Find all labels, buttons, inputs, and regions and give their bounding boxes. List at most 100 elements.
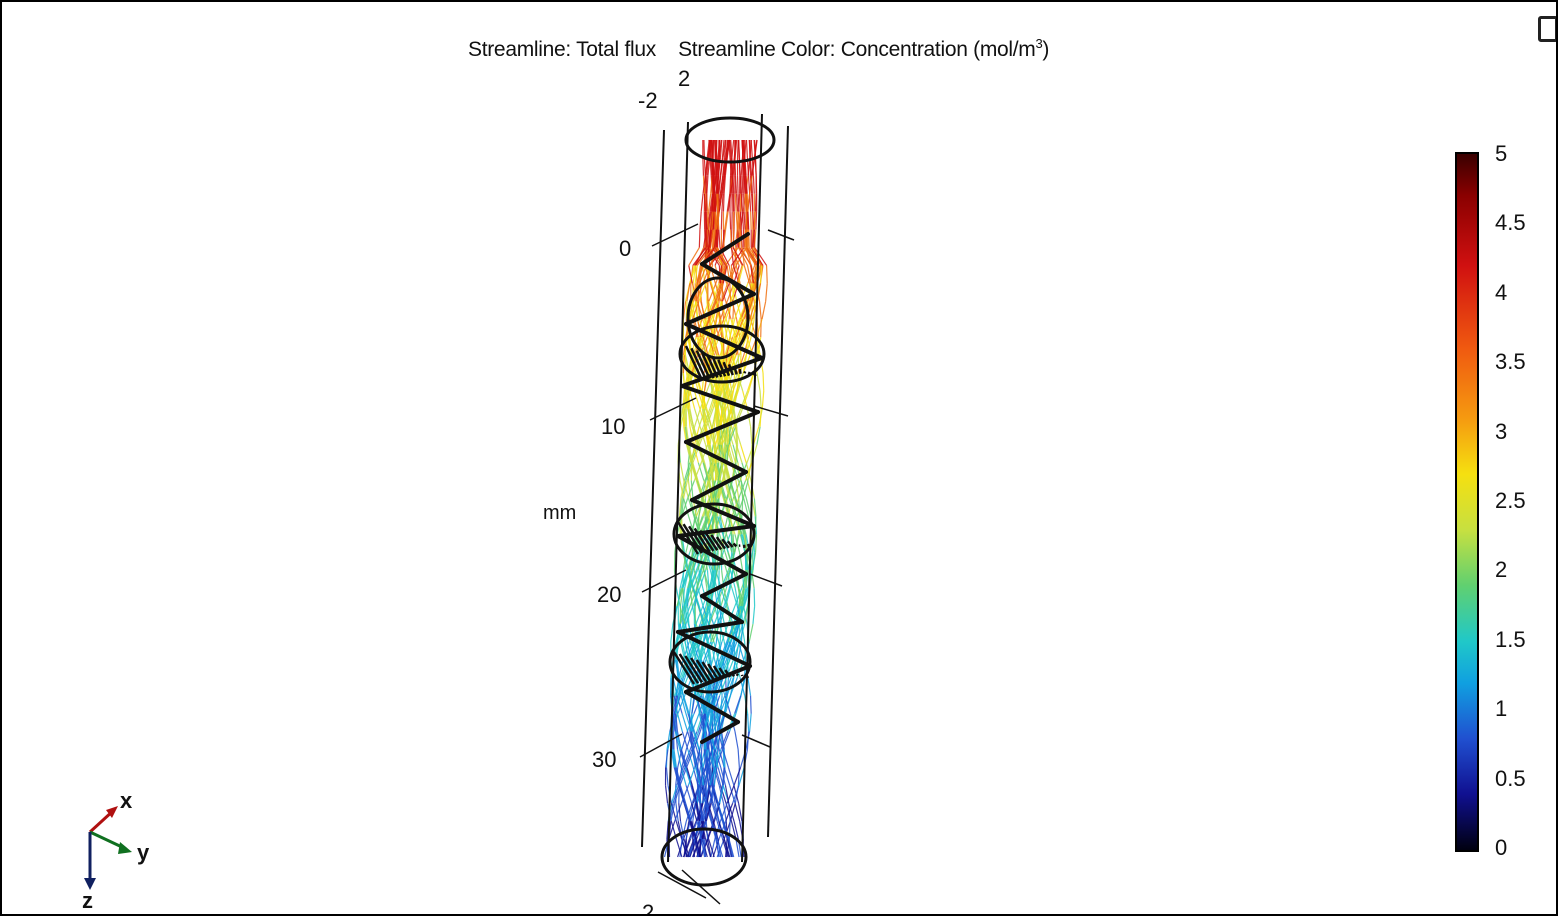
streamline-segment — [676, 587, 683, 607]
streamline-segment — [691, 749, 697, 768]
streamline-segment — [716, 606, 719, 624]
mixer-blade-edge — [684, 292, 756, 326]
streamline-segment — [738, 480, 747, 499]
streamline-segment — [739, 175, 742, 194]
streamline-segment — [699, 803, 706, 822]
streamline-segment — [679, 462, 685, 481]
streamline-segment — [731, 283, 735, 302]
streamline-segment — [746, 731, 750, 750]
colorbar-tick-label: 0.5 — [1495, 765, 1526, 791]
streamline-segment — [708, 785, 714, 804]
streamline-segment — [732, 785, 740, 804]
streamline-segment — [722, 731, 731, 750]
color-legend-bar — [1455, 152, 1479, 852]
tick-z-10: 10 — [601, 414, 626, 439]
streamline-segment — [726, 444, 729, 463]
streamline-segment — [747, 677, 752, 696]
streamline-segment — [723, 623, 730, 643]
mixer-blade-rib — [701, 661, 716, 681]
streamline-segment — [694, 767, 701, 786]
streamline-segment — [754, 157, 757, 176]
streamline-segment — [736, 175, 739, 194]
streamline-segment — [713, 229, 718, 248]
streamline-segment — [694, 408, 701, 427]
mixer-blade-rib — [684, 655, 704, 684]
axis-tick-mark — [767, 229, 795, 241]
mixer-blade-rib — [729, 671, 736, 678]
streamline-segment — [743, 211, 746, 230]
streamline-segment — [724, 337, 731, 356]
streamline-segment — [693, 749, 699, 768]
streamline-segment — [688, 695, 692, 714]
tube-outline-line — [767, 125, 789, 838]
streamline-segment — [705, 641, 714, 661]
streamline-segment — [728, 838, 734, 858]
streamline-segment — [715, 139, 718, 158]
streamline-segment — [736, 139, 739, 158]
streamline-segment — [682, 480, 688, 499]
streamline-segment — [687, 767, 696, 786]
axis-tick-mark — [649, 397, 697, 421]
streamline-segment — [719, 175, 724, 194]
streamline-segment — [731, 175, 734, 194]
streamline-segment — [743, 139, 746, 158]
streamline-segment — [715, 283, 723, 302]
streamline-segment — [671, 785, 678, 804]
streamline-segment — [712, 283, 720, 302]
streamline-segment — [720, 534, 727, 553]
streamline-segment — [733, 247, 738, 266]
streamline-segment — [687, 552, 696, 571]
streamline-segment — [740, 247, 752, 266]
streamline-segment — [681, 498, 685, 517]
tick-top-right: 2 — [678, 66, 691, 91]
tick-z-0: 0 — [619, 236, 632, 261]
streamline-segment — [704, 157, 709, 176]
streamline-segment — [699, 211, 702, 230]
streamline-segment — [751, 157, 756, 176]
streamline-segment — [700, 193, 704, 212]
streamline-segment — [716, 408, 719, 427]
tube-outline-line — [741, 113, 763, 863]
streamline-segment — [678, 803, 682, 822]
streamline-segment — [707, 605, 715, 625]
streamline-segment — [708, 193, 712, 212]
streamline-segment — [727, 767, 735, 786]
streamline-segment — [721, 229, 726, 248]
streamline-segment — [699, 552, 708, 571]
streamline-segment — [722, 820, 730, 840]
streamline-segment — [747, 211, 750, 230]
streamline-segment — [732, 193, 735, 212]
streamline-segment — [695, 247, 710, 266]
streamline-segment — [747, 713, 750, 732]
streamline-segment — [675, 820, 683, 840]
streamline-segment — [731, 390, 739, 410]
streamline-segment — [695, 301, 699, 320]
streamline-segment — [728, 516, 736, 535]
colorbar-tick-label: 4.5 — [1495, 210, 1526, 236]
streamline-segment — [712, 713, 721, 732]
streamline-segment — [698, 713, 705, 732]
streamline-segment — [720, 659, 729, 678]
streamline-segment — [686, 641, 692, 660]
streamline-segment — [737, 265, 744, 284]
mixer-blade-rib — [682, 523, 703, 554]
streamline-segment — [698, 229, 701, 248]
window-icon[interactable] — [1538, 16, 1556, 42]
streamline-segment — [737, 211, 740, 230]
streamline-segment — [734, 175, 738, 194]
streamline-segment — [724, 785, 730, 804]
streamline-segment — [693, 462, 702, 481]
streamline-segment — [727, 516, 733, 535]
streamline-segment — [726, 838, 732, 858]
streamline-segment — [688, 247, 700, 266]
streamline-segment — [697, 462, 705, 481]
mixer-blade-arc — [678, 324, 766, 384]
streamline-segment — [680, 785, 689, 804]
streamline-segment — [734, 229, 738, 248]
streamline-segment — [731, 534, 734, 553]
streamline-segment — [680, 641, 686, 660]
streamline-segment — [729, 175, 732, 194]
streamline-segment — [715, 390, 718, 409]
streamline-segment — [699, 605, 707, 625]
